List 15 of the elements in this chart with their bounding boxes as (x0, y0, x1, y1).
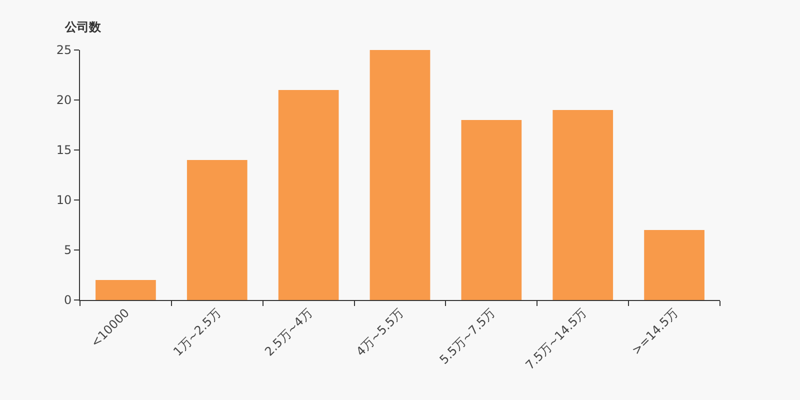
y-tick-label: 5 (64, 243, 72, 258)
bar (96, 280, 156, 300)
y-axis-title: 公司数 (64, 20, 102, 34)
y-tick-label: 25 (56, 43, 72, 58)
y-tick-label: 10 (56, 193, 72, 208)
bar (278, 90, 339, 300)
x-tick-label: 2.5万~4万 (262, 306, 315, 359)
bar (461, 120, 522, 300)
y-tick-label: 20 (56, 93, 72, 108)
y-tick-label: 0 (64, 293, 72, 308)
bar (552, 110, 614, 300)
bar (370, 50, 430, 300)
bar (186, 160, 248, 300)
y-tick-label: 15 (56, 143, 72, 158)
bar (644, 230, 704, 300)
